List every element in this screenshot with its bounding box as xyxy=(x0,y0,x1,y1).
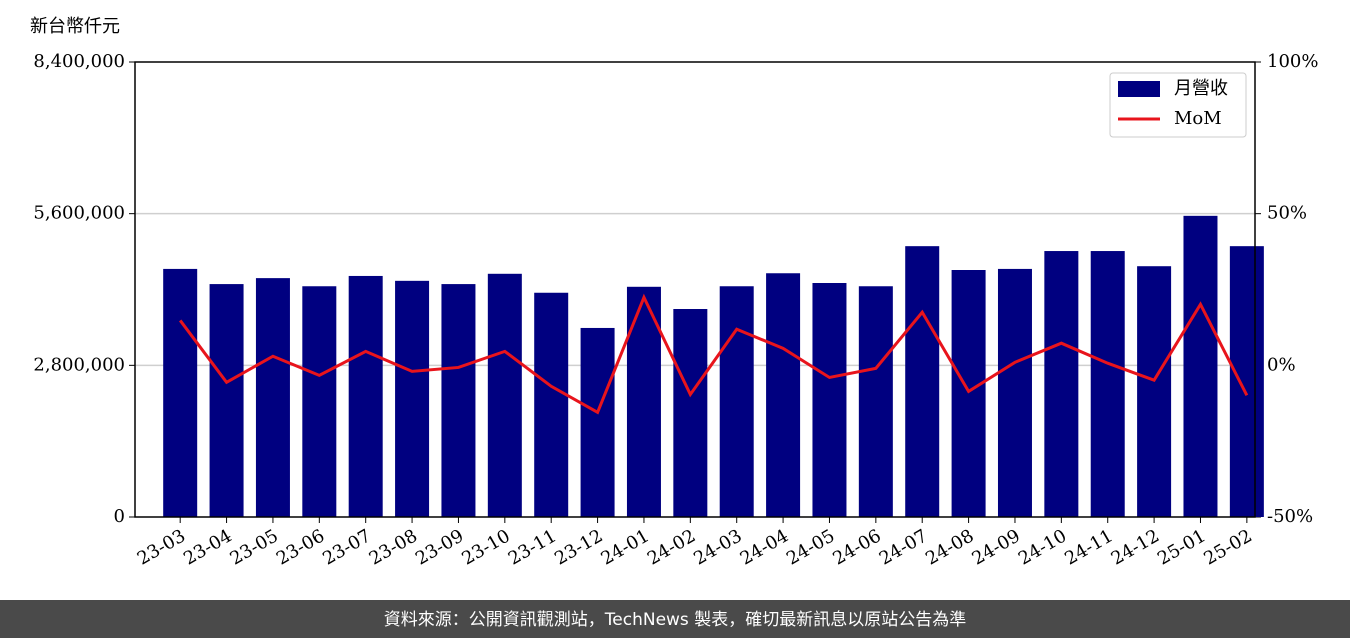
bar xyxy=(163,268,198,517)
y-tick-label: 8,400,000 xyxy=(33,51,125,72)
legend-label: MoM xyxy=(1174,108,1222,129)
bar xyxy=(302,286,337,517)
x-tick-label: 24-01 xyxy=(598,525,653,569)
x-tick-label: 23-09 xyxy=(412,525,467,569)
x-tick-label: 23-11 xyxy=(505,525,560,569)
x-tick-label: 23-08 xyxy=(366,525,421,569)
bar xyxy=(1044,251,1079,517)
x-tick-label: 24-12 xyxy=(1108,525,1163,569)
plot-frame xyxy=(134,61,1256,518)
y-axis-label: 新台幣仟元 xyxy=(30,16,120,37)
x-tick-label: 23-10 xyxy=(458,525,513,569)
y-tick-label: 5,600,000 xyxy=(33,203,125,224)
x-tick-label: 23-07 xyxy=(319,525,374,569)
x-tick-label: 23-12 xyxy=(551,525,606,569)
x-tick-label: 23-06 xyxy=(273,525,328,569)
x-tick-label: 23-05 xyxy=(227,525,282,569)
bar xyxy=(395,280,430,517)
bar xyxy=(487,273,522,517)
bar xyxy=(209,284,244,517)
bar xyxy=(951,270,986,517)
bar xyxy=(1090,251,1125,517)
footer: 資料來源：公開資訊觀測站，TechNews 製表，確切最新訊息以原站公告為準 xyxy=(384,610,966,630)
bar xyxy=(580,327,615,517)
bar xyxy=(719,286,754,517)
y2-tick-label: 0% xyxy=(1267,354,1296,375)
x-tick-label: 24-05 xyxy=(783,525,838,569)
legend-swatch xyxy=(1118,81,1160,97)
x-tick-label: 24-04 xyxy=(737,525,792,569)
bar xyxy=(348,275,383,517)
x-tick-label: 24-06 xyxy=(829,525,884,569)
bar xyxy=(766,273,801,517)
bar xyxy=(1137,266,1172,517)
x-tick-label: 23-04 xyxy=(180,525,235,569)
bar xyxy=(441,284,476,517)
y-tick-label: 2,800,000 xyxy=(33,354,125,375)
x-tick-label: 23-03 xyxy=(134,525,189,569)
bar xyxy=(997,268,1032,517)
bar xyxy=(255,278,290,517)
bar xyxy=(1229,246,1264,517)
line xyxy=(178,293,1249,415)
bar xyxy=(812,283,847,517)
x-tick-label: 24-11 xyxy=(1061,525,1116,569)
y2-tick-label: 50% xyxy=(1267,203,1307,224)
y-tick-label: 0 xyxy=(114,506,125,527)
bar xyxy=(905,246,940,517)
x-tick-label: 24-09 xyxy=(969,525,1024,569)
footer-bar xyxy=(0,600,1350,638)
x-tick-label: 24-10 xyxy=(1015,525,1070,569)
bar xyxy=(673,309,708,517)
x-tick-label: 24-07 xyxy=(876,525,931,569)
y2-tick-label: -50% xyxy=(1267,506,1313,527)
legend-label: 月營收 xyxy=(1174,78,1228,99)
x-tick-label: 24-08 xyxy=(922,525,977,569)
x-tick-label: 25-02 xyxy=(1200,525,1255,569)
bar xyxy=(858,286,893,517)
x-tick-label: 25-01 xyxy=(1154,525,1209,569)
x-tick-label: 24-02 xyxy=(644,525,699,569)
bar xyxy=(534,292,569,517)
y2-tick-label: 100% xyxy=(1267,51,1318,72)
x-tick-label: 24-03 xyxy=(690,525,745,569)
bar xyxy=(1183,215,1218,518)
